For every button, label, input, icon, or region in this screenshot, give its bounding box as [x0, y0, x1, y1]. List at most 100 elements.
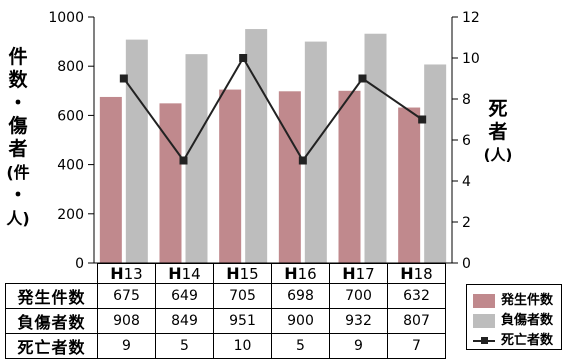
year-label: 18 [413, 265, 433, 283]
table-cell: 932 [329, 308, 388, 334]
bar-injured [364, 33, 387, 264]
bar-injured [304, 41, 327, 263]
y-tick-label-right: 4 [462, 174, 471, 190]
era-prefix: H [400, 264, 414, 283]
table-cell: 5 [271, 333, 330, 359]
table-cell: 807 [387, 308, 446, 334]
legend-item-deaths: 死亡者数 [473, 329, 554, 348]
table-cell: 908 [97, 308, 156, 334]
deaths-point [298, 156, 307, 165]
table-cell: 9 [97, 333, 156, 359]
bar-injured [245, 29, 268, 263]
y-axis-label-left-char: 者 [8, 138, 28, 160]
year-label: 13 [123, 265, 143, 283]
y-axis-label-right: 死 者 (人) [483, 98, 513, 167]
y-axis-label-right-char: (人) [483, 146, 513, 164]
table-cell: 632 [387, 283, 446, 309]
bar-injured [185, 54, 208, 264]
table-corner [6, 264, 98, 284]
legend-item-injured: 負傷者数 [473, 309, 554, 328]
y-axis-label-left-char: ・ [8, 184, 28, 206]
table-header-cell: H14 [155, 263, 214, 284]
era-prefix: H [110, 264, 124, 283]
bar-incidents [398, 107, 421, 263]
y-tick-label-right: 6 [462, 133, 471, 149]
bar-incidents [99, 96, 122, 263]
era-prefix: H [226, 264, 240, 283]
table-cell: 951 [213, 308, 272, 334]
y-tick-label-left: 600 [57, 108, 84, 124]
bar-incidents [278, 91, 301, 264]
table-row-label: 死亡者数 [5, 333, 98, 359]
deaths-point [418, 115, 427, 124]
y-tick-label-right: 10 [462, 51, 480, 67]
y-axis-label-left-char: 件 [8, 46, 28, 68]
era-prefix: H [342, 264, 356, 283]
table-row: 発生件数 675 649 705 698 700 632 [5, 283, 446, 309]
year-label: 14 [181, 265, 201, 283]
table-cell: 7 [387, 333, 446, 359]
table-cell: 675 [97, 283, 156, 309]
bar-injured [125, 39, 148, 263]
table-row-label: 発生件数 [5, 283, 98, 309]
y-tick-label-left: 0 [75, 256, 84, 272]
era-prefix: H [168, 264, 182, 283]
table-cell: 700 [329, 283, 388, 309]
table-header-cell: H17 [329, 263, 388, 284]
deaths-point [119, 74, 128, 83]
deaths-line [123, 56, 423, 163]
table-cell: 849 [155, 308, 214, 334]
bar-injured [424, 64, 447, 263]
deaths-point [358, 74, 367, 83]
legend: 発生件数 負傷者数 死亡者数 [466, 284, 562, 350]
year-label: 15 [239, 265, 259, 283]
table-header-cell: H13 [97, 263, 156, 284]
deaths-point [239, 54, 248, 62]
y-tick-label-right: 12 [462, 10, 480, 26]
year-label: 16 [297, 265, 317, 283]
table-cell: 5 [155, 333, 214, 359]
y-axis-label-left-char: (件 [6, 163, 30, 182]
bar-incidents [219, 89, 242, 263]
legend-swatch-pink [473, 293, 495, 308]
table-header-row: H13 H14 H15 H16 H17 H18 [6, 263, 446, 284]
y-tick-label-right: 8 [462, 92, 471, 108]
table-cell: 9 [329, 333, 388, 359]
legend-swatch-gray [473, 313, 495, 328]
legend-item-incidents: 発生件数 [473, 289, 554, 308]
legend-label: 死亡者数 [501, 333, 554, 348]
y-tick-label-right: 0 [462, 256, 471, 272]
table-row: 死亡者数 9 5 10 5 9 7 [5, 333, 446, 359]
table-cell: 705 [213, 283, 272, 309]
table-row: 負傷者数 908 849 951 900 932 807 [5, 308, 446, 334]
y-axis-label-left-char: 人) [6, 209, 30, 228]
table-row-label: 負傷者数 [5, 308, 98, 334]
table-header-cell: H16 [271, 263, 330, 284]
table-header-cell: H15 [213, 263, 272, 284]
year-label: 17 [355, 265, 375, 283]
table-header-cell: H18 [387, 263, 446, 284]
table-cell: 649 [155, 283, 214, 309]
table-cell: 10 [213, 333, 272, 359]
deaths-point [179, 156, 188, 165]
era-prefix: H [284, 264, 298, 283]
legend-label: 負傷者数 [501, 313, 554, 328]
y-tick-label-left: 200 [57, 207, 84, 223]
bar-incidents [159, 103, 182, 263]
legend-line-marker [473, 334, 495, 348]
bar-incidents [338, 90, 361, 263]
y-axis-label-left-char: 数 [8, 69, 28, 91]
y-axis-label-right-char: 死 [488, 98, 508, 120]
table-cell: 900 [271, 308, 330, 334]
y-axis-label-right-char: 者 [488, 121, 508, 143]
y-tick-label-right: 2 [462, 215, 471, 231]
y-axis-label-left-char: ・ [8, 92, 28, 114]
y-axis-label-left-char: 傷 [8, 115, 28, 137]
y-tick-label-left: 1000 [48, 10, 84, 26]
y-tick-label-left: 800 [57, 59, 84, 75]
y-tick-label-left: 400 [57, 158, 84, 174]
data-table: H13 H14 H15 H16 H17 H18 発生件数 675 649 705… [5, 263, 446, 359]
y-axis-label-left: 件 数 ・ 傷 者 (件 ・ 人) [6, 46, 30, 230]
table-cell: 698 [271, 283, 330, 309]
legend-label: 発生件数 [501, 293, 554, 308]
